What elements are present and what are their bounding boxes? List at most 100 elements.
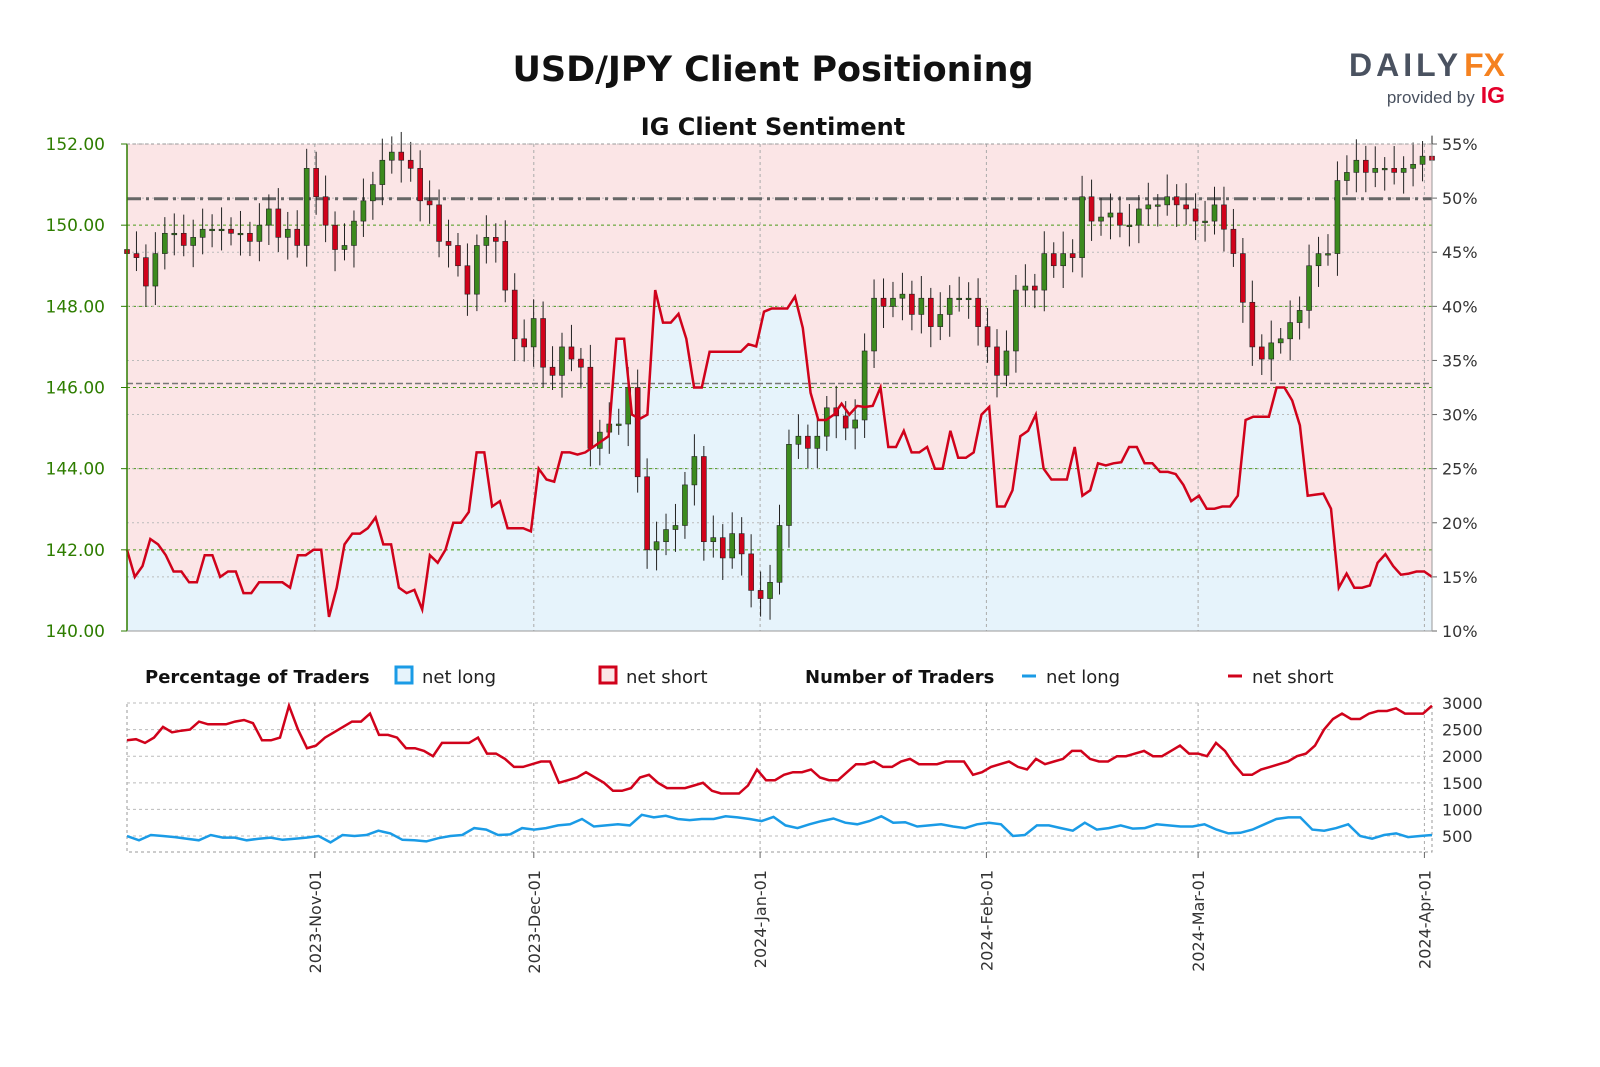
candle xyxy=(1145,182,1152,226)
candle-body xyxy=(738,533,745,555)
candle xyxy=(1296,296,1303,340)
candle-body xyxy=(228,228,234,234)
date-tick-label: 2024-Mar-01 xyxy=(1189,870,1208,972)
candle-body xyxy=(1098,216,1104,222)
candle xyxy=(530,299,537,367)
pct-tick-label: 25% xyxy=(1442,460,1478,479)
candle xyxy=(937,292,944,341)
candle xyxy=(975,278,981,346)
candle-body xyxy=(871,297,877,352)
candle-body xyxy=(379,159,386,185)
candle-body xyxy=(1013,289,1019,352)
candle-body xyxy=(455,245,461,267)
traders-tick-label: 1000 xyxy=(1442,800,1483,819)
date-tick-label: 2024-Apr-01 xyxy=(1415,870,1434,969)
candle-body xyxy=(1126,224,1133,227)
candle xyxy=(1277,327,1284,354)
candle-body xyxy=(540,318,546,368)
candle xyxy=(256,203,263,262)
candle-body xyxy=(351,220,357,246)
candle xyxy=(559,332,565,398)
candle-body xyxy=(474,245,480,295)
candle-body xyxy=(918,297,925,315)
candle-body xyxy=(266,208,272,226)
candle xyxy=(284,211,291,260)
candle xyxy=(1003,330,1010,387)
candle xyxy=(653,521,660,571)
candle-body xyxy=(511,289,518,340)
price-sentiment-plot: 140.00 142.00 144.00 146.00 148.00 150.00 152.… xyxy=(46,131,1478,642)
candle-body xyxy=(634,387,641,478)
candle-body xyxy=(1221,204,1227,230)
candle xyxy=(370,171,376,220)
candle-body xyxy=(436,204,442,242)
candle xyxy=(823,395,830,451)
candle xyxy=(143,244,149,307)
pct-tick-label: 35% xyxy=(1442,351,1478,370)
candle-body xyxy=(928,297,934,327)
legend-num-short: net short xyxy=(1252,667,1334,688)
date-tick-label: 2024-Jan-01 xyxy=(751,870,770,968)
net-long-pct-line xyxy=(125,289,1433,618)
candle xyxy=(918,276,925,334)
candle-body xyxy=(691,456,698,486)
candle xyxy=(1107,193,1114,240)
candle-body xyxy=(1117,212,1123,226)
candle-body xyxy=(776,525,783,583)
candle xyxy=(729,512,736,569)
candle xyxy=(521,319,527,362)
candle xyxy=(1334,161,1341,276)
pct-tick-label: 15% xyxy=(1442,568,1478,587)
traders-tick-label: 3000 xyxy=(1442,694,1483,713)
candle-body xyxy=(370,184,376,202)
candle xyxy=(871,279,877,368)
candle-body xyxy=(719,537,726,559)
candle-body xyxy=(133,253,140,258)
candle-body xyxy=(407,159,414,169)
candle xyxy=(247,221,253,257)
candle xyxy=(795,414,802,459)
candle xyxy=(767,564,773,620)
pct-tick-label: 20% xyxy=(1442,514,1478,533)
candle xyxy=(994,329,1000,398)
candle xyxy=(218,207,225,251)
candle-body xyxy=(1107,212,1114,218)
candle xyxy=(1381,157,1388,191)
price-tick-label: 140.00 xyxy=(46,622,105,642)
candle xyxy=(1372,146,1379,188)
candle xyxy=(1363,145,1369,193)
candle xyxy=(455,233,461,277)
candle-body xyxy=(795,435,802,445)
chart-subtitle: IG Client Sentiment xyxy=(641,113,905,141)
candle-body xyxy=(1022,285,1029,291)
candle xyxy=(351,210,357,268)
candle xyxy=(1060,231,1066,289)
candle xyxy=(1088,179,1095,241)
candle xyxy=(445,219,452,268)
candle xyxy=(928,287,934,348)
pct-tick-label: 55% xyxy=(1442,135,1478,154)
candle xyxy=(719,524,726,580)
candle-body xyxy=(180,232,187,246)
legend-pct-short: net short xyxy=(626,667,708,688)
candle xyxy=(303,148,310,267)
candle-body xyxy=(1240,253,1246,303)
candle xyxy=(322,175,329,243)
candle-body xyxy=(786,444,792,526)
candle xyxy=(965,282,972,319)
candle xyxy=(861,333,868,438)
candle-body xyxy=(209,228,215,232)
candle-body xyxy=(1192,208,1199,222)
candle xyxy=(540,301,546,388)
candle xyxy=(180,214,187,257)
candle-body xyxy=(682,484,688,526)
logo-provided-by: provided by xyxy=(1387,88,1475,107)
candle-body xyxy=(814,435,821,449)
candle xyxy=(956,276,962,312)
candle-body xyxy=(1202,220,1208,223)
candle-body xyxy=(1306,265,1312,311)
price-tick-label: 142.00 xyxy=(46,541,105,561)
candle-body xyxy=(805,435,811,449)
legend: Percentage of Traders net long net short… xyxy=(145,665,1334,688)
candle xyxy=(1022,264,1029,308)
